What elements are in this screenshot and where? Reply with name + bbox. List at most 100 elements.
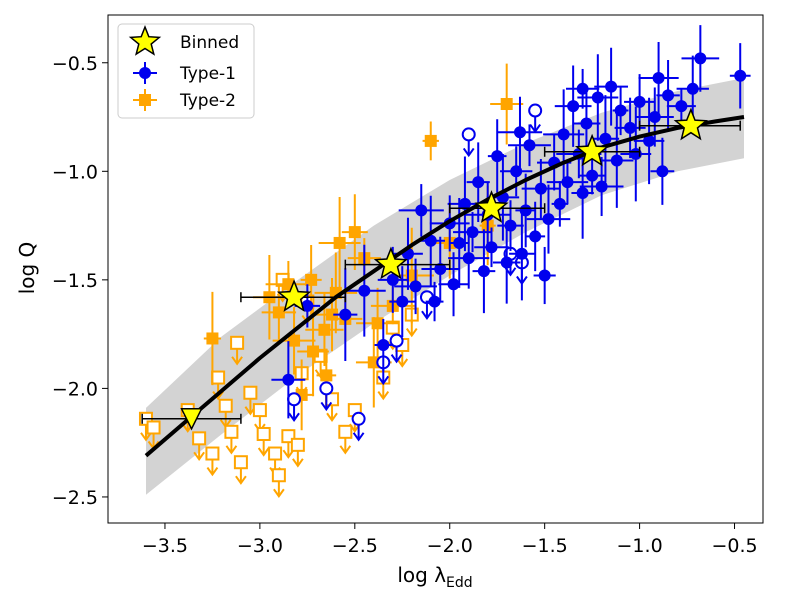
type1-upper-limit-point — [461, 127, 476, 142]
type1-point — [472, 176, 485, 189]
confidence-band-layer — [146, 78, 744, 495]
type1-point — [434, 263, 447, 275]
type1-point — [424, 234, 437, 247]
legend-type2-square-icon — [139, 94, 151, 106]
type2-upper-limit-point — [243, 385, 258, 400]
type2-upper-limit-arrowhead — [282, 449, 295, 459]
legend-item-binned: Binned — [128, 24, 239, 56]
legend-item-type1: Type-1 — [133, 62, 236, 84]
type1-point — [591, 91, 604, 104]
type1-point — [458, 197, 471, 210]
type1-point — [624, 121, 637, 134]
type1-point — [652, 71, 665, 84]
legend-type1-circle-icon — [139, 67, 151, 79]
type1-point — [633, 95, 646, 108]
type2-upper-limit-arrowhead — [212, 390, 224, 401]
type2-upper-limit-point — [146, 420, 161, 435]
type2-upper-limit-arrowhead — [273, 488, 285, 498]
x-tick-label: −1.5 — [522, 535, 568, 557]
type1-point — [447, 278, 460, 291]
type1-point — [610, 154, 623, 167]
type1-point — [629, 147, 642, 160]
type1-point — [282, 373, 295, 386]
binned-star — [474, 190, 509, 223]
binned-star — [673, 107, 709, 141]
x-axis-label-main: log λ — [397, 563, 446, 587]
legend-label-type2: Type-2 — [179, 91, 236, 111]
type1-point — [523, 139, 536, 152]
confidence-band — [146, 78, 744, 495]
type2-upper-limit-point — [338, 424, 353, 439]
type1-point — [513, 126, 526, 139]
type2-upper-limit-arrowhead — [292, 458, 304, 468]
type1-upper-limit-arrowhead — [421, 310, 433, 320]
type2-point — [288, 334, 301, 347]
type1-point — [686, 82, 699, 95]
type2-upper-limit-point — [233, 455, 248, 470]
y-tick-label: −2.0 — [52, 378, 98, 400]
type1-point — [557, 128, 570, 141]
type1-upper-limit-arrowhead — [462, 147, 475, 158]
type2-upper-limit-arrowhead — [225, 445, 238, 455]
type1-point — [567, 100, 580, 113]
x-axis-label-subscript: Edd — [446, 575, 473, 591]
type1-point — [734, 69, 747, 82]
type2-upper-limit-point — [224, 424, 239, 439]
type2-point — [424, 134, 437, 147]
type2-upper-limit-arrowhead — [193, 451, 205, 462]
type1-point — [301, 299, 314, 312]
legend-item-type2: Type-2 — [133, 89, 236, 111]
binned-star — [574, 133, 610, 167]
type1-point — [529, 230, 542, 243]
x-tick-label: −0.5 — [711, 535, 757, 557]
type1-upper-limit-arrowhead — [377, 375, 390, 386]
type1-point — [500, 256, 513, 269]
type1-point — [453, 236, 466, 249]
x-tick-label: −3.5 — [142, 535, 188, 557]
type2-upper-limit-point — [230, 335, 245, 350]
x-tick-label: −2.5 — [332, 535, 378, 557]
type2-point — [371, 317, 384, 330]
type1-point — [510, 165, 523, 178]
legend-label-type1: Type-1 — [179, 64, 236, 84]
type1-point — [462, 252, 475, 265]
x-axis-ticks: −3.5 −3.0 −2.5 −2.0 −1.5 −1.0 −0.5 — [142, 523, 758, 557]
legend-label-binned: Binned — [180, 33, 239, 53]
x-axis-label: log λEdd — [397, 563, 472, 591]
type1-upper-limit-arrowhead — [320, 401, 333, 412]
type1-point — [595, 180, 608, 193]
type2-upper-limit-point — [252, 403, 267, 418]
type1-upper-limit-arrowhead — [352, 432, 365, 442]
type1-point — [599, 132, 612, 145]
type1-upper-limit-point — [287, 392, 302, 407]
type1-point — [643, 134, 656, 147]
type1-point — [515, 247, 528, 260]
type1-point — [576, 187, 589, 200]
y-tick-label: −0.5 — [52, 53, 98, 75]
type2-point — [348, 226, 361, 239]
type1-point — [491, 150, 504, 163]
type2-upper-limit-arrowhead — [396, 358, 409, 368]
type2-upper-limit-point — [211, 370, 226, 385]
type2-point — [305, 273, 318, 286]
type1-upper-limit-point — [528, 103, 543, 118]
binned-upper-limit-triangle — [180, 408, 203, 431]
legend: Binned Type-1 Type-2 — [117, 23, 255, 119]
type1-point — [428, 295, 441, 308]
type1-upper-limit-arrowhead — [288, 412, 300, 422]
type1-point — [339, 308, 352, 321]
y-axis-ticks: −2.5 −2.0 −1.5 −1.0 −0.5 — [52, 53, 108, 509]
type2-upper-limit-arrowhead — [405, 328, 418, 338]
type2-point — [367, 356, 380, 369]
type2-point — [206, 332, 219, 345]
type1-point — [656, 165, 669, 178]
type2-point — [307, 345, 320, 358]
type1-point — [580, 117, 593, 130]
type1-point — [553, 197, 566, 210]
binned-points-layer — [141, 107, 741, 431]
type2-point — [318, 323, 331, 336]
type1-point — [648, 111, 661, 124]
type1-point — [415, 204, 428, 217]
type2-upper-limit-arrowhead — [339, 445, 352, 455]
type2-upper-limit-arrowhead — [140, 432, 152, 442]
